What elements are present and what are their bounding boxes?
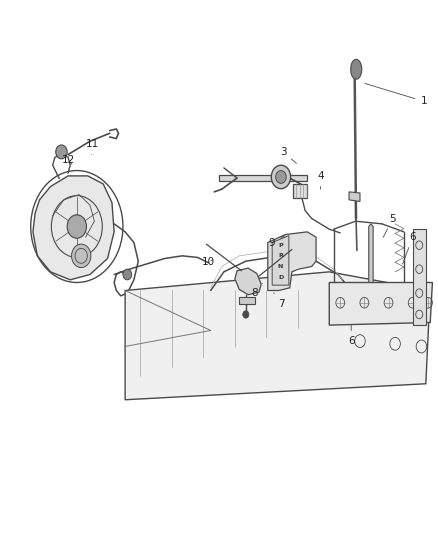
Polygon shape	[272, 236, 288, 285]
Text: 3: 3	[279, 147, 296, 164]
Circle shape	[271, 165, 290, 189]
Text: R: R	[277, 253, 283, 259]
Polygon shape	[350, 59, 361, 79]
Text: 5: 5	[382, 214, 396, 237]
Polygon shape	[125, 272, 429, 400]
Polygon shape	[239, 297, 254, 304]
Polygon shape	[234, 268, 261, 295]
Text: 1: 1	[364, 84, 426, 106]
Text: 4: 4	[316, 171, 323, 189]
Polygon shape	[412, 229, 425, 325]
Text: P: P	[278, 243, 282, 248]
Circle shape	[71, 244, 91, 268]
Circle shape	[56, 145, 67, 159]
Text: D: D	[277, 274, 283, 280]
Polygon shape	[348, 192, 359, 201]
Circle shape	[275, 171, 286, 183]
Circle shape	[242, 311, 248, 318]
Polygon shape	[267, 232, 315, 290]
Text: 7: 7	[273, 293, 284, 309]
Text: 8: 8	[251, 284, 262, 298]
Text: 12: 12	[61, 155, 74, 165]
Circle shape	[123, 269, 131, 280]
Text: 11: 11	[85, 139, 99, 155]
Circle shape	[67, 215, 86, 238]
Text: 6: 6	[347, 325, 354, 346]
Polygon shape	[328, 282, 431, 325]
Polygon shape	[219, 175, 307, 181]
Polygon shape	[33, 176, 114, 280]
Text: 10: 10	[201, 257, 215, 267]
Polygon shape	[293, 184, 307, 198]
Text: N: N	[277, 264, 283, 269]
Polygon shape	[368, 224, 372, 282]
Text: 9: 9	[268, 236, 284, 247]
Text: 6: 6	[402, 232, 415, 264]
